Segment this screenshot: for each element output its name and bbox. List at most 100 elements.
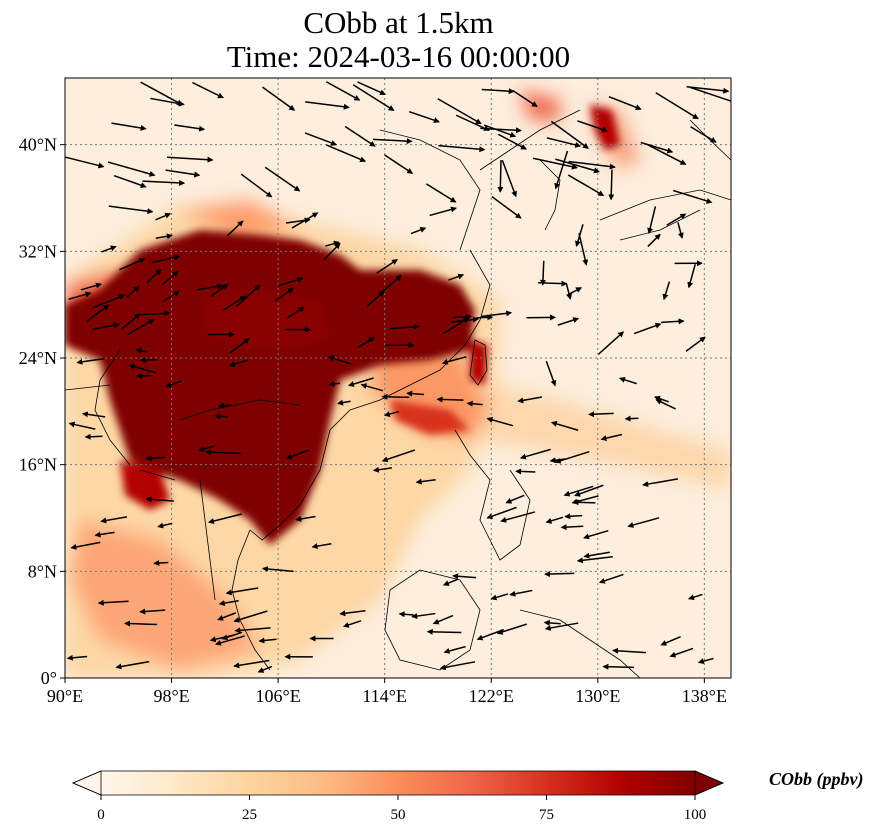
colorbar-tick-label: 0 bbox=[97, 807, 105, 823]
wind-arrow bbox=[162, 290, 180, 303]
wind-arrow bbox=[70, 541, 101, 550]
wind-arrow bbox=[140, 81, 183, 106]
axis-ticks: 90°E 98°E 106°E 114°E 122°E 130°E 138°E 0° 8°N 16… bbox=[19, 135, 727, 706]
wind-arrow bbox=[437, 98, 482, 125]
wind-arrow bbox=[140, 310, 171, 317]
wind-arrow bbox=[92, 322, 120, 331]
x-tick-label: 138°E bbox=[682, 686, 727, 706]
wind-arrow bbox=[327, 355, 352, 365]
wind-arrow bbox=[425, 183, 457, 203]
coastlines bbox=[65, 109, 731, 678]
wind-arrow bbox=[612, 647, 646, 654]
wind-arrow bbox=[662, 281, 671, 301]
wind-arrow bbox=[215, 635, 245, 646]
wind-arrow bbox=[583, 551, 610, 559]
wind-arrow bbox=[65, 156, 105, 169]
wind-arrow bbox=[197, 283, 224, 291]
wind-arrow bbox=[373, 138, 413, 145]
colorbar-tick-label: 50 bbox=[391, 807, 406, 823]
wind-arrow bbox=[661, 318, 685, 325]
wind-arrow bbox=[217, 612, 237, 621]
wind-arrow bbox=[135, 347, 148, 354]
colorbar-tick-label: 25 bbox=[242, 807, 257, 823]
wind-arrow bbox=[429, 206, 457, 217]
wind-arrow bbox=[441, 356, 467, 365]
wind-arrow bbox=[107, 161, 156, 177]
wind-arrow bbox=[218, 600, 239, 607]
wind-arrow bbox=[545, 360, 557, 387]
wind-arrow bbox=[545, 516, 564, 524]
wind-arrow bbox=[125, 285, 140, 299]
wind-arrow bbox=[360, 383, 384, 392]
wind-arrow bbox=[101, 245, 117, 253]
x-tick-label: 114°E bbox=[362, 686, 407, 706]
concentration-field bbox=[65, 78, 731, 678]
wind-arrow bbox=[497, 160, 504, 193]
wind-arrow bbox=[304, 132, 338, 146]
wind-arrow bbox=[155, 233, 173, 240]
wind-arrow bbox=[97, 599, 129, 606]
wind-arrow bbox=[357, 81, 386, 96]
wind-arrow bbox=[452, 573, 477, 580]
wind-arrow bbox=[408, 110, 440, 124]
wind-arrow bbox=[455, 114, 490, 131]
wind-arrow bbox=[233, 659, 270, 669]
wind-arrow bbox=[261, 566, 294, 573]
wind-arrow bbox=[578, 233, 589, 266]
wind-arrow bbox=[226, 220, 244, 237]
colorbar-extend-max bbox=[694, 770, 725, 796]
x-tick-label: 90°E bbox=[47, 686, 83, 706]
wind-arrow bbox=[519, 448, 551, 460]
colorbar-ticks: 0 25 50 75 100 bbox=[97, 795, 706, 823]
wind-arrow bbox=[342, 620, 362, 628]
wind-arrow bbox=[565, 282, 573, 300]
x-tick-label: 122°E bbox=[469, 686, 514, 706]
wind-arrow bbox=[481, 88, 515, 95]
wind-arrow bbox=[491, 195, 522, 219]
map-title: CObb at 1.5km Time: 2024-03-16 00:00:00 bbox=[0, 6, 797, 74]
wind-arrow bbox=[415, 478, 436, 485]
title-line-2: Time: 2024-03-16 00:00:00 bbox=[226, 39, 571, 74]
wind-arrow bbox=[150, 97, 185, 107]
wind-arrow bbox=[167, 156, 214, 163]
wind-arrow bbox=[686, 86, 730, 94]
y-tick-label: 24°N bbox=[19, 348, 57, 368]
wind-arrow bbox=[557, 317, 580, 326]
wind-arrow bbox=[222, 295, 247, 311]
wind-arrow bbox=[146, 268, 162, 284]
wind-arrow bbox=[654, 395, 669, 403]
wind-arrow bbox=[192, 81, 224, 99]
wind-arrow bbox=[448, 273, 465, 281]
wind-arrow bbox=[690, 86, 731, 105]
wind-arrow bbox=[602, 663, 634, 670]
wind-arrow bbox=[326, 144, 367, 163]
colorbar-tick-label: 75 bbox=[539, 807, 554, 823]
wind-arrow bbox=[221, 631, 243, 641]
wind-arrow bbox=[660, 636, 681, 646]
wind-arrow bbox=[410, 227, 427, 235]
wind-arrow bbox=[438, 144, 486, 153]
wind-arrow bbox=[264, 166, 301, 192]
colorbar-gradient bbox=[101, 771, 695, 795]
wind-arrow bbox=[258, 637, 277, 644]
wind-arrow bbox=[145, 455, 165, 462]
wind-arrow bbox=[68, 291, 92, 300]
wind-arrow bbox=[618, 376, 637, 385]
wind-arrow bbox=[174, 124, 206, 132]
wind-arrow bbox=[647, 233, 661, 247]
wind-arrow bbox=[389, 323, 420, 330]
y-tick-label: 40°N bbox=[19, 135, 57, 155]
wind-arrow bbox=[372, 466, 392, 473]
wind-arrow bbox=[111, 122, 147, 131]
x-tick-label: 106°E bbox=[256, 686, 301, 706]
wind-arrow bbox=[481, 310, 513, 318]
wind-arrow bbox=[92, 294, 126, 309]
wind-arrow bbox=[136, 373, 152, 380]
wind-arrow bbox=[598, 573, 624, 584]
colorbar-label: CObb (ppbv) bbox=[769, 769, 864, 789]
wind-arrow bbox=[588, 411, 614, 418]
wind-arrow bbox=[384, 154, 414, 174]
wind-arrow bbox=[666, 213, 687, 226]
colorbar-tick-label: 100 bbox=[684, 807, 707, 823]
